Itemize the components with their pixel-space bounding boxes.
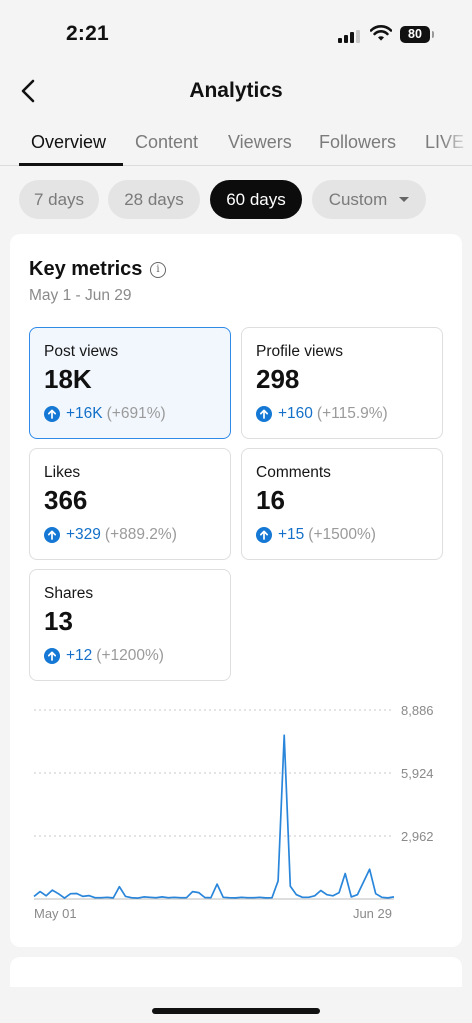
metric-delta: +16K bbox=[66, 405, 103, 422]
tab-fade bbox=[442, 120, 472, 165]
metric-delta: +160 bbox=[278, 405, 313, 422]
metric-change: +160 (+115.9%) bbox=[256, 405, 388, 423]
range-7-days-button[interactable]: 7 days bbox=[19, 180, 99, 219]
next-card bbox=[10, 957, 462, 987]
chevron-left-icon bbox=[21, 79, 35, 103]
y-tick-label: 2,962 bbox=[401, 829, 434, 844]
metric-percent: (+1200%) bbox=[96, 647, 164, 664]
metric-likes[interactable]: Likes 366 +329 (+889.2%) bbox=[29, 448, 231, 560]
arrow-up-icon bbox=[44, 648, 60, 664]
status-bar: 2:21 80 bbox=[0, 0, 472, 60]
arrow-up-icon bbox=[44, 527, 60, 543]
metric-value: 18K bbox=[44, 364, 92, 394]
metric-comments[interactable]: Comments 16 +15 (+1500%) bbox=[241, 448, 443, 560]
range-label: Custom bbox=[328, 189, 388, 209]
range-label: 28 days bbox=[124, 189, 184, 209]
metric-label: Profile views bbox=[256, 343, 343, 360]
battery-icon: 80 bbox=[400, 26, 434, 43]
metric-change: +329 (+889.2%) bbox=[44, 526, 177, 544]
cellular-signal-icon bbox=[338, 30, 362, 43]
key-metrics-date-range: May 1 - Jun 29 bbox=[29, 287, 132, 304]
metric-value: 13 bbox=[44, 606, 73, 636]
tab-viewers[interactable]: Viewers bbox=[228, 132, 292, 152]
home-indicator[interactable] bbox=[152, 1008, 320, 1014]
arrow-up-icon bbox=[256, 527, 272, 543]
info-icon[interactable]: i bbox=[150, 262, 166, 278]
metric-percent: (+691%) bbox=[106, 405, 166, 422]
arrow-up-icon bbox=[256, 406, 272, 422]
metric-label: Shares bbox=[44, 585, 94, 602]
metric-change: +15 (+1500%) bbox=[256, 526, 376, 544]
status-time: 2:21 bbox=[66, 22, 109, 45]
metric-change: +12 (+1200%) bbox=[44, 647, 164, 665]
arrow-up-icon bbox=[44, 406, 60, 422]
metric-percent: (+115.9%) bbox=[316, 405, 388, 422]
tab-content[interactable]: Content bbox=[135, 132, 199, 152]
range-28-days-button[interactable]: 28 days bbox=[108, 180, 200, 219]
back-button[interactable] bbox=[14, 76, 42, 106]
metric-label: Comments bbox=[256, 464, 331, 481]
metric-label: Post views bbox=[44, 343, 119, 360]
tab-followers[interactable]: Followers bbox=[319, 132, 397, 152]
active-tab-indicator bbox=[19, 163, 123, 166]
metric-value: 366 bbox=[44, 485, 88, 515]
y-tick-label: 5,924 bbox=[401, 766, 434, 781]
metric-profile-views[interactable]: Profile views 298 +160 (+115.9%) bbox=[241, 327, 443, 439]
tab-overview[interactable]: Overview bbox=[31, 132, 107, 152]
metric-label: Likes bbox=[44, 464, 81, 481]
page-title: Analytics bbox=[189, 79, 283, 102]
metric-delta: +12 bbox=[66, 647, 93, 664]
caret-down-icon bbox=[399, 197, 410, 202]
wifi-icon bbox=[369, 24, 393, 42]
post-views-line-chart: 2,962 5,924 8,886 May 01 Jun 29 bbox=[33, 703, 434, 921]
metric-change: +16K (+691%) bbox=[44, 405, 166, 423]
range-label: 60 days bbox=[226, 189, 286, 209]
metric-percent: (+1500%) bbox=[308, 526, 376, 543]
metric-delta: +15 bbox=[278, 526, 305, 543]
range-custom-dropdown[interactable]: Custom bbox=[312, 180, 426, 219]
key-metrics-title: Key metrics bbox=[29, 258, 143, 280]
y-tick-label: 8,886 bbox=[401, 703, 434, 718]
range-60-days-button[interactable]: 60 days bbox=[210, 180, 302, 219]
metric-shares[interactable]: Shares 13 +12 (+1200%) bbox=[29, 569, 231, 681]
metric-value: 16 bbox=[256, 485, 285, 515]
x-tick-label: May 01 bbox=[34, 906, 77, 921]
x-tick-label: Jun 29 bbox=[353, 906, 392, 921]
tab-bar: Overview Content Viewers Followers LIVE bbox=[0, 120, 472, 166]
metric-value: 298 bbox=[256, 364, 300, 394]
metric-post-views[interactable]: Post views 18K +16K (+691%) bbox=[29, 327, 231, 439]
metric-delta: +329 bbox=[66, 526, 101, 543]
series-line bbox=[33, 734, 395, 899]
range-label: 7 days bbox=[33, 189, 85, 209]
metric-percent: (+889.2%) bbox=[104, 526, 177, 543]
